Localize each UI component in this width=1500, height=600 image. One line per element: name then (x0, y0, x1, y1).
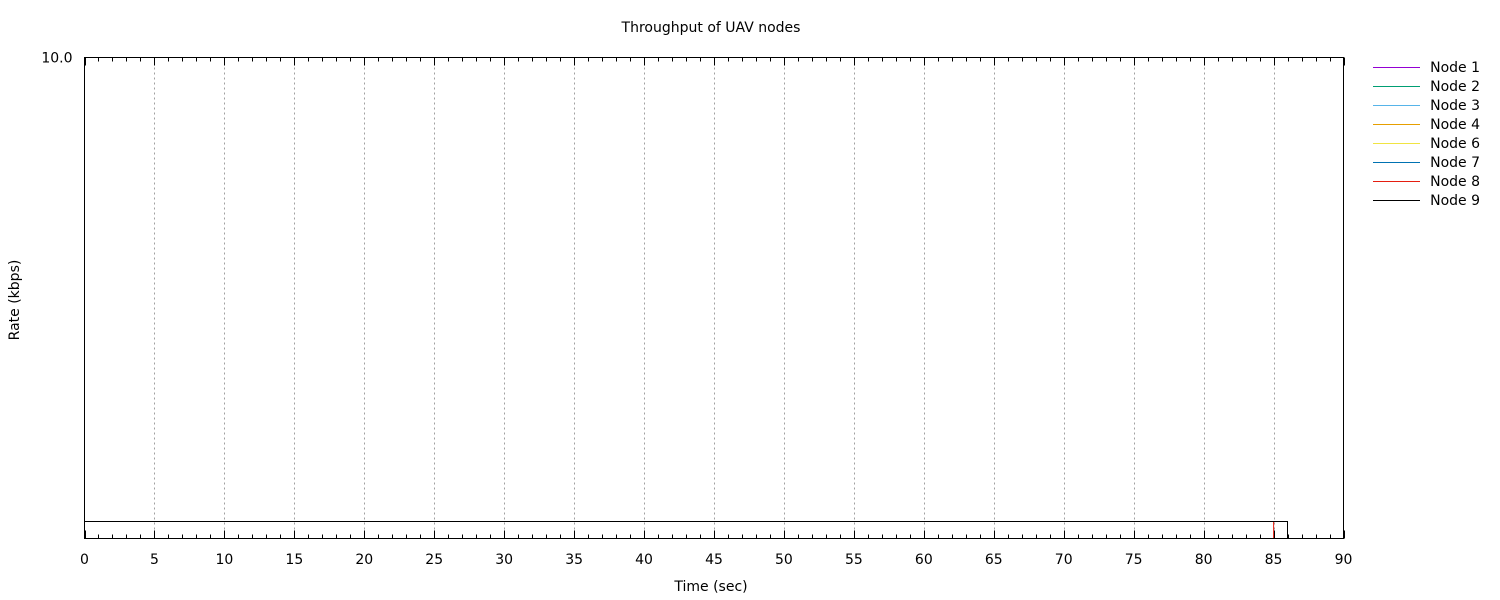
y-axis-label: Rate (kbps) (7, 260, 23, 341)
x-tick-label-5: 5 (150, 552, 159, 568)
x-tick-label-30: 30 (495, 552, 513, 568)
x-tick-label-10: 10 (215, 552, 233, 568)
legend-label-node-7: Node 7 (1430, 155, 1480, 171)
plot-frame (84, 57, 1344, 539)
x-tick-label-55: 55 (845, 552, 863, 568)
y-tick-label: 10.0 (41, 51, 72, 67)
chart-title: Throughput of UAV nodes (621, 20, 801, 36)
axis-ticks (84, 57, 1345, 539)
legend-label-node-3: Node 3 (1430, 98, 1480, 114)
x-tick-label-50: 50 (775, 552, 793, 568)
plot-series (84, 521, 1288, 539)
x-tick-label-15: 15 (285, 552, 303, 568)
x-tick-label-20: 20 (355, 552, 373, 568)
legend-label-node-2: Node 2 (1430, 79, 1480, 95)
x-tick-label-35: 35 (565, 552, 583, 568)
legend-label-node-4: Node 4 (1430, 117, 1480, 133)
x-tick-labels: 0 5 10 15 20 25 30 35 40 45 50 55 60 65 70 75 80 85 90 (80, 552, 1352, 568)
x-tick-label-45: 45 (705, 552, 723, 568)
x-tick-label-85: 85 (1265, 552, 1283, 568)
x-tick-label-0: 0 (80, 552, 89, 568)
x-tick-label-70: 70 (1055, 552, 1073, 568)
x-tick-label-80: 80 (1195, 552, 1213, 568)
legend-label-node-1: Node 1 (1430, 60, 1480, 76)
x-tick-label-90: 90 (1335, 552, 1353, 568)
x-tick-label-65: 65 (985, 552, 1003, 568)
x-axis-label: Time (sec) (673, 579, 747, 595)
x-tick-label-75: 75 (1125, 552, 1143, 568)
grid-lines (154, 57, 1275, 539)
legend-label-node-6: Node 6 (1430, 136, 1480, 152)
x-tick-label-60: 60 (915, 552, 933, 568)
x-tick-label-25: 25 (425, 552, 443, 568)
legend-label-node-9: Node 9 (1430, 193, 1480, 209)
x-tick-label-40: 40 (635, 552, 653, 568)
legend: Node 1 Node 2 Node 3 Node 4 Node 6 Node 7 Node… (1373, 60, 1480, 209)
series-line-node-9 (84, 521, 1288, 539)
y-tick-labels: 10.0 (41, 51, 72, 67)
legend-label-node-8: Node 8 (1430, 174, 1480, 190)
